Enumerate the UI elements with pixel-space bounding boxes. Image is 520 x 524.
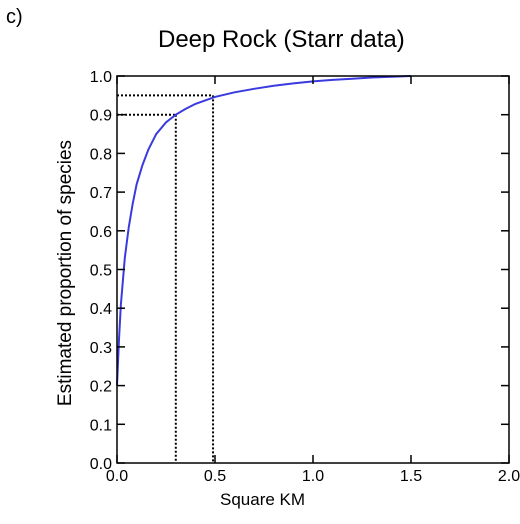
y-tick-label: 0.4 [90,301,112,318]
x-tick-label: 1.0 [302,468,324,485]
y-tick-label: 0.7 [90,185,112,202]
panel-label: c) [6,6,23,28]
x-tick-label: 2.0 [498,468,520,485]
y-tick-label: 0.3 [90,340,112,357]
y-tick-label: 0.2 [90,379,112,396]
series-line-1 [116,75,412,386]
x-axis-label: Square KM [220,490,306,509]
chart-title: Deep Rock (Starr data) [158,26,405,53]
x-tick-label: 0.0 [106,468,128,485]
y-tick-label: 0.6 [90,224,112,241]
y-tick-label: 0.5 [90,263,112,280]
y-tick-label: 1.0 [90,69,112,86]
y-tick-label: 0.8 [90,146,112,163]
x-tick-label: 0.5 [204,468,226,485]
plot-frame [116,75,510,464]
y-tick-label: 0.0 [90,456,112,473]
y-tick-label: 0.9 [90,108,112,125]
y-tick-label: 0.1 [90,417,112,434]
x-tick-label: 1.5 [400,468,422,485]
